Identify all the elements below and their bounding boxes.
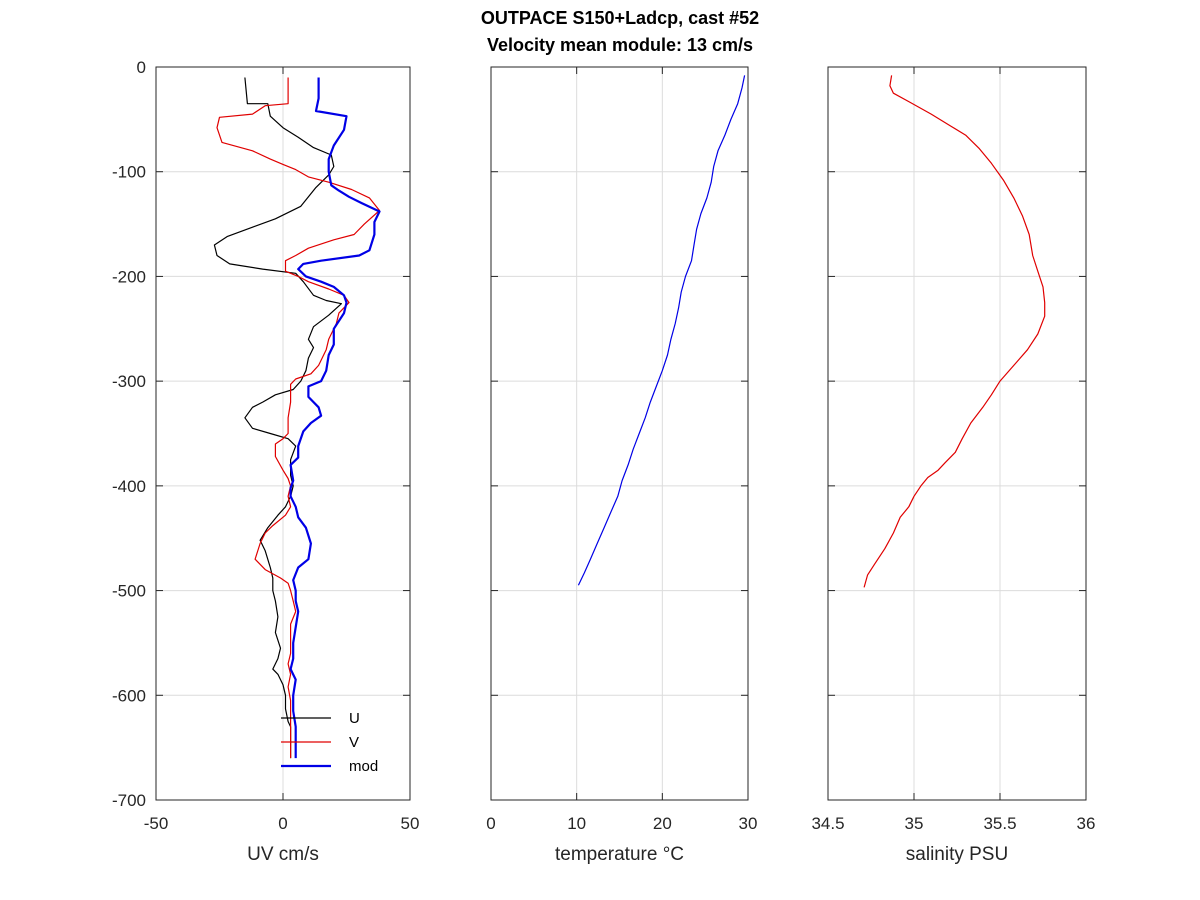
temperature-xtick-label: 0	[486, 814, 495, 833]
velocity-ytick-label: 0	[137, 58, 146, 77]
temperature-xtick-label: 20	[653, 814, 672, 833]
salinity-xtick-label: 35.5	[983, 814, 1016, 833]
salinity-axes-frame	[827, 66, 1087, 801]
salinity-xtick-label: 36	[1077, 814, 1096, 833]
figure-title-line2: Velocity mean module: 13 cm/s	[487, 35, 753, 55]
panel-temperature: 0 10 20 30 temperature °C	[486, 66, 758, 865]
velocity-ytick-label: -200	[112, 267, 146, 286]
velocity-xtick-label: -50	[144, 814, 169, 833]
temperature-xaxis-label: temperature °C	[555, 844, 684, 865]
velocity-ytick-label: -100	[112, 163, 146, 182]
figure-title-line1: OUTPACE S150+Ladcp, cast #52	[481, 8, 759, 28]
velocity-series-mod	[289, 77, 381, 759]
temperature-axes-frame	[490, 66, 749, 801]
velocity-series-v	[216, 77, 381, 759]
velocity-axes-frame	[155, 66, 411, 801]
legend-label-v: V	[349, 734, 359, 751]
legend-label-u: U	[349, 710, 360, 727]
velocity-ytick-label: -400	[112, 477, 146, 496]
salinity-xaxis-label: salinity PSU	[906, 844, 1008, 865]
salinity-xtick-label: 34.5	[811, 814, 844, 833]
velocity-xtick-label: 0	[278, 814, 287, 833]
velocity-xaxis-label: UV cm/s	[247, 844, 319, 865]
velocity-xtick-label: 50	[401, 814, 420, 833]
velocity-ytick-label: -500	[112, 582, 146, 601]
velocity-ytick-label: -700	[112, 791, 146, 810]
velocity-ytick-label: -600	[112, 686, 146, 705]
legend-label-mod: mod	[349, 758, 378, 775]
panel-salinity: 34.5 35 35.5 36 salinity PSU	[811, 66, 1096, 865]
temperature-series-line	[577, 75, 746, 586]
velocity-series-u	[213, 77, 342, 759]
temperature-xtick-label: 30	[739, 814, 758, 833]
temperature-xtick-label: 10	[567, 814, 586, 833]
velocity-ytick-label: -300	[112, 372, 146, 391]
salinity-series-line	[863, 75, 1046, 588]
salinity-xtick-label: 35	[905, 814, 924, 833]
